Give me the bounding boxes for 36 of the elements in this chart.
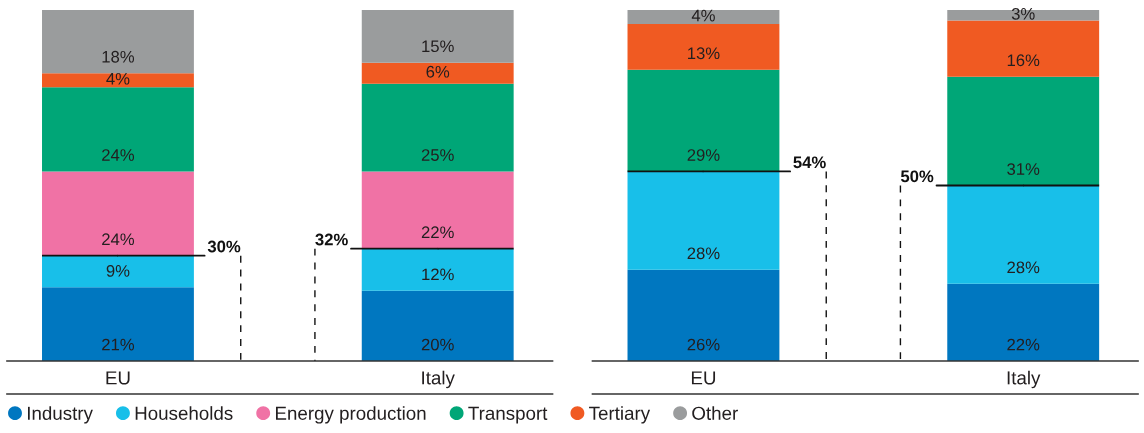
data-label: 24% — [102, 149, 135, 161]
annotation: 54% — [793, 156, 826, 169]
data-label: 4% — [106, 72, 130, 85]
x-tick-label: EU — [691, 371, 716, 385]
data-label: 18% — [102, 50, 135, 63]
data-label: 13% — [688, 47, 720, 60]
legend-label: Energy production — [276, 406, 426, 424]
legend-label: Tertiary — [589, 406, 651, 424]
data-label: 25% — [421, 149, 454, 161]
legend-label: Households — [135, 406, 233, 420]
data-label: 20% — [421, 338, 454, 351]
legend-label: Other — [692, 406, 738, 420]
data-label: 24% — [102, 233, 135, 246]
data-label: 4% — [691, 9, 715, 22]
data-label: 22% — [421, 226, 454, 239]
x-tick-label: EU — [106, 371, 130, 385]
data-label: 21% — [102, 338, 135, 351]
x-tick-label: Italy — [422, 370, 455, 389]
annotation: 50% — [900, 170, 934, 183]
data-label: 26% — [687, 338, 720, 351]
legend-label: Industry — [27, 406, 93, 424]
data-label: 28% — [1007, 261, 1040, 274]
data-label: 28% — [687, 247, 720, 260]
legend-label: Transport — [468, 406, 548, 424]
data-label: 3% — [1011, 7, 1035, 20]
annotation: 30% — [207, 240, 241, 253]
data-label: 15% — [422, 40, 454, 53]
data-label: 6% — [426, 65, 450, 78]
data-label: 22% — [1007, 338, 1040, 351]
x-tick-label: Italy — [1007, 370, 1041, 389]
data-label: 9% — [106, 264, 130, 277]
data-label: 29% — [687, 149, 720, 161]
data-label: 31% — [1007, 163, 1040, 175]
annotation: 32% — [315, 233, 348, 246]
data-label: 16% — [1007, 54, 1040, 67]
data-label: 12% — [422, 268, 454, 281]
